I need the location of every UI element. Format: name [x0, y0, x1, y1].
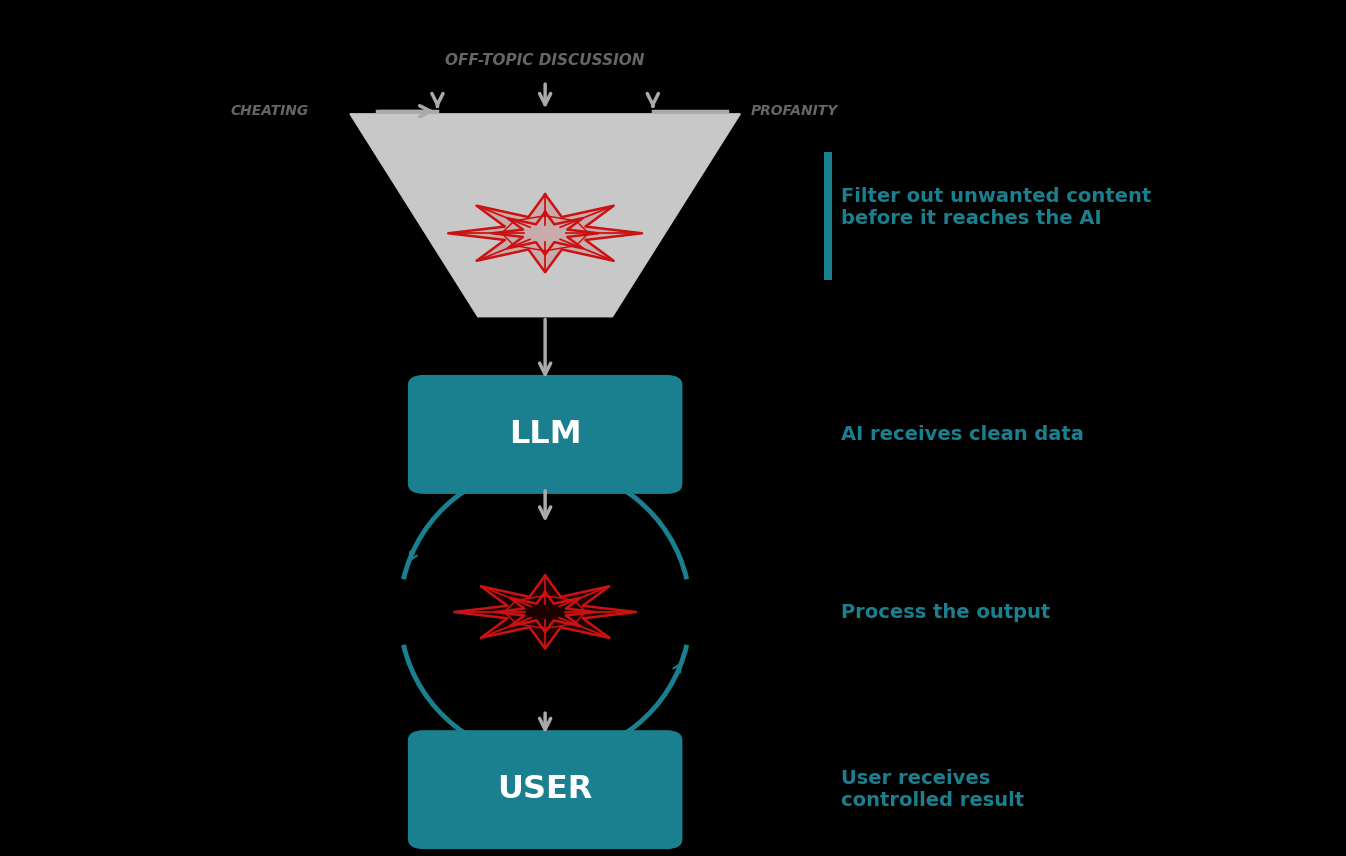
Polygon shape — [448, 194, 642, 272]
Polygon shape — [350, 114, 740, 317]
FancyBboxPatch shape — [408, 730, 682, 849]
Polygon shape — [454, 575, 635, 649]
FancyBboxPatch shape — [408, 375, 682, 494]
Text: Filter out unwanted content
before it reaches the AI: Filter out unwanted content before it re… — [841, 187, 1151, 228]
Text: OFF-TOPIC DISCUSSION: OFF-TOPIC DISCUSSION — [446, 53, 645, 68]
Text: AI receives clean data: AI receives clean data — [841, 425, 1084, 444]
Text: CHEATING: CHEATING — [230, 104, 308, 118]
Text: User receives
controlled result: User receives controlled result — [841, 770, 1024, 810]
Text: USER: USER — [498, 774, 592, 805]
Text: Process the output: Process the output — [841, 603, 1050, 621]
Text: LLM: LLM — [509, 419, 581, 450]
Text: PROFANITY: PROFANITY — [751, 104, 837, 118]
FancyBboxPatch shape — [824, 152, 832, 280]
